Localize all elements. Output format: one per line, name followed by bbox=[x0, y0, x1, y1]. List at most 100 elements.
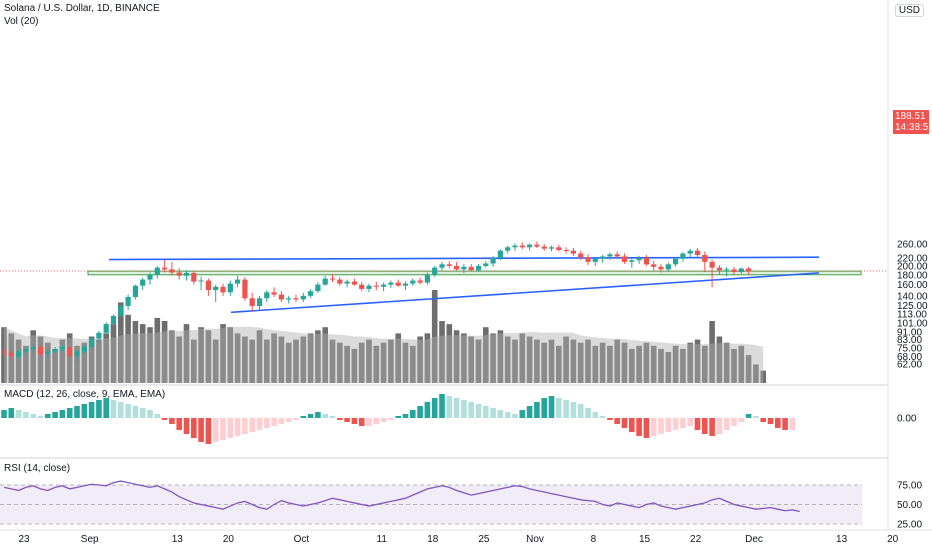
macd-bar bbox=[388, 418, 394, 420]
macd-bar bbox=[380, 418, 387, 422]
time-tick-label: Nov bbox=[526, 534, 544, 545]
candle-body bbox=[169, 269, 175, 273]
macd-bar bbox=[139, 408, 146, 418]
candle-body bbox=[103, 323, 109, 333]
volume-bar bbox=[198, 327, 204, 383]
macd-bar bbox=[687, 418, 693, 426]
candle-body bbox=[512, 245, 518, 248]
volume-bar bbox=[300, 336, 307, 383]
candle-body bbox=[242, 279, 248, 299]
volume-bar bbox=[548, 339, 555, 383]
candle-body bbox=[213, 286, 219, 291]
volume-bar bbox=[351, 348, 358, 383]
candle-body bbox=[651, 264, 657, 267]
volume-bar bbox=[709, 321, 715, 383]
macd-bar bbox=[446, 396, 453, 418]
macd-bar bbox=[410, 410, 416, 418]
candle-body bbox=[220, 286, 226, 293]
volume-bar bbox=[599, 342, 606, 383]
volume-bar bbox=[242, 336, 248, 383]
macd-bar bbox=[614, 418, 620, 424]
macd-zero-label: 0.00 bbox=[897, 414, 917, 425]
candle-body bbox=[702, 254, 708, 262]
macd-bar bbox=[293, 418, 299, 420]
macd-bar bbox=[96, 400, 102, 418]
macd-bar bbox=[760, 418, 766, 422]
volume-series bbox=[1, 290, 766, 383]
candle-body bbox=[308, 291, 314, 296]
volume-bar bbox=[380, 342, 387, 383]
volume-bar bbox=[344, 345, 350, 383]
candlestick-series bbox=[1, 241, 752, 362]
macd-bar bbox=[271, 418, 277, 426]
candle-body bbox=[81, 346, 87, 352]
volume-bar bbox=[161, 321, 168, 383]
candle-body bbox=[680, 253, 686, 259]
candle-body bbox=[629, 260, 635, 262]
macd-bar bbox=[453, 398, 460, 418]
candle-body bbox=[578, 253, 584, 258]
resistance-trendline[interactable] bbox=[108, 256, 820, 261]
time-tick-label: 22 bbox=[690, 534, 702, 545]
volume-bar bbox=[395, 333, 401, 383]
candle-body bbox=[534, 244, 540, 247]
candle-body bbox=[600, 256, 606, 259]
candle-body bbox=[264, 292, 270, 299]
candle-body bbox=[505, 247, 511, 251]
macd-bar bbox=[782, 418, 788, 430]
candle-body bbox=[59, 346, 65, 350]
volume-bar bbox=[227, 327, 234, 383]
macd-bar bbox=[541, 398, 547, 418]
candle-body bbox=[205, 280, 211, 291]
candle-body bbox=[154, 267, 160, 275]
candle-body bbox=[249, 298, 255, 306]
macd-bar bbox=[548, 396, 555, 418]
volume-bar bbox=[234, 333, 241, 383]
price-tick-label: 113.00 bbox=[897, 309, 927, 320]
macd-bar bbox=[205, 418, 212, 444]
volume-bar bbox=[358, 342, 365, 383]
macd-histogram bbox=[1, 394, 796, 444]
candle-body bbox=[673, 258, 679, 265]
macd-bar bbox=[249, 418, 255, 432]
candle-body bbox=[461, 266, 467, 270]
macd-bar bbox=[585, 408, 591, 418]
volume-bar bbox=[366, 339, 372, 383]
currency-badge[interactable]: USD bbox=[894, 4, 924, 17]
candle-body bbox=[16, 351, 22, 357]
macd-bar bbox=[373, 418, 380, 424]
macd-bar bbox=[483, 406, 489, 418]
candle-body bbox=[381, 284, 387, 287]
volume-bar bbox=[716, 336, 723, 383]
time-tick-label: 18 bbox=[427, 534, 439, 545]
price-tick-label: 200.00 bbox=[897, 261, 928, 272]
ascending-support-trendline[interactable] bbox=[230, 272, 820, 314]
candle-body bbox=[497, 250, 503, 258]
countdown-value: 14:38:57 bbox=[895, 122, 932, 133]
macd-bar bbox=[52, 412, 58, 418]
candle-body bbox=[483, 263, 489, 266]
volume-bar bbox=[431, 290, 438, 383]
macd-bar bbox=[738, 418, 745, 422]
candle-body bbox=[585, 257, 591, 262]
macd-bar bbox=[220, 418, 226, 440]
volume-bar bbox=[88, 336, 95, 383]
macd-bar bbox=[191, 418, 197, 438]
candle-body bbox=[96, 332, 102, 339]
macd-bar bbox=[607, 418, 613, 420]
macd-bar bbox=[234, 418, 241, 436]
volume-bar bbox=[614, 339, 620, 383]
volume-bar bbox=[519, 333, 526, 383]
volume-bar bbox=[461, 333, 467, 383]
volume-bar bbox=[526, 336, 533, 383]
candle-body bbox=[541, 246, 547, 249]
support-zone[interactable] bbox=[87, 270, 862, 276]
macd-bar bbox=[424, 402, 431, 418]
macd-bar bbox=[490, 408, 496, 418]
volume-bar bbox=[738, 345, 745, 383]
volume-bar bbox=[585, 339, 591, 383]
candle-body bbox=[67, 346, 73, 357]
candle-body bbox=[395, 282, 401, 286]
symbol-legend: Solana / U.S. Dollar, 1D, BINANCE bbox=[4, 3, 160, 14]
